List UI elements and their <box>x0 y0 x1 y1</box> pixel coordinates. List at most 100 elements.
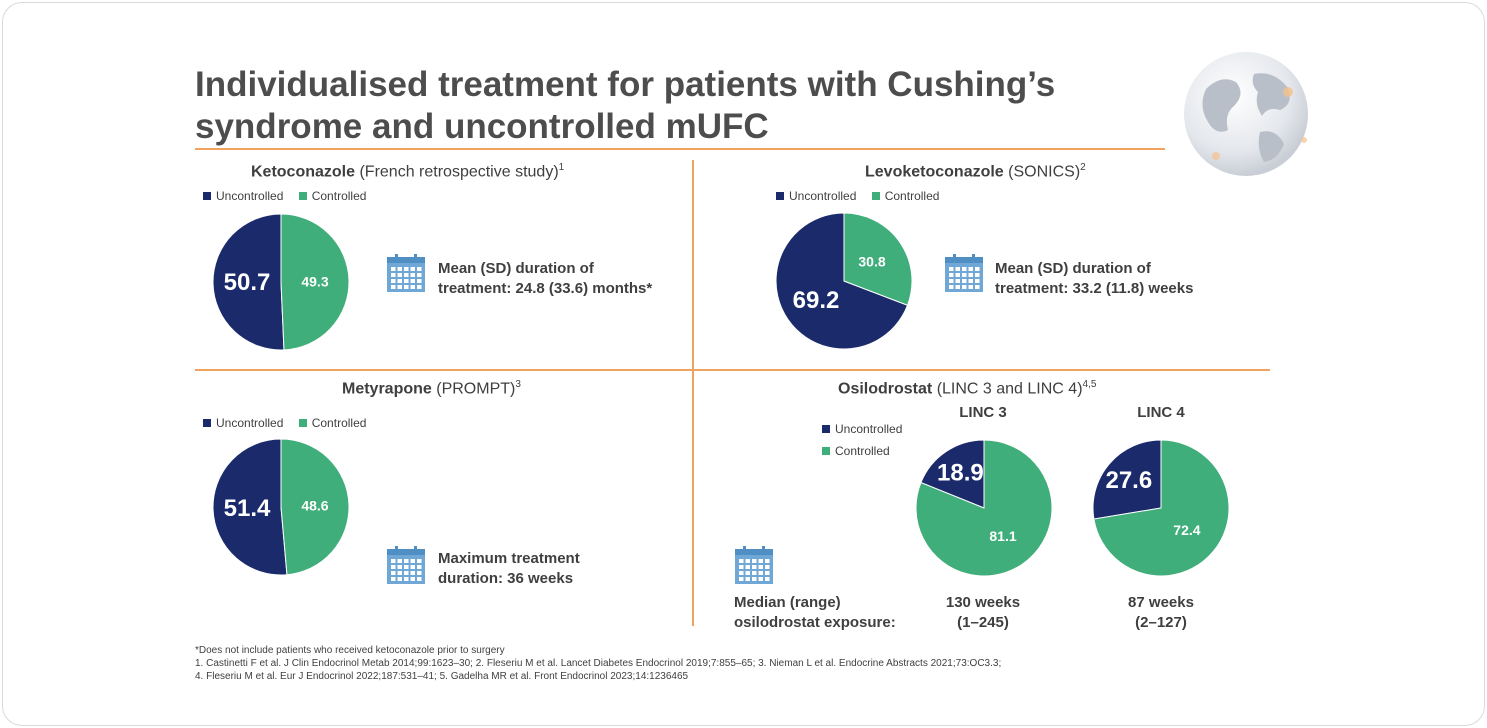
title-line-1: Individualised treatment for patients wi… <box>195 65 1056 104</box>
keto-drug: Ketoconazole <box>251 163 356 181</box>
mety-panel-title: Metyrapone (PROMPT)3 <box>342 379 521 398</box>
legend-uncontrolled: Uncontrolled <box>203 189 283 203</box>
legend-uncontrolled-label: Uncontrolled <box>216 416 284 430</box>
pie-label-uncontrolled: 27.6 <box>1105 467 1152 494</box>
footnote-asterisk: *Does not include patients who received … <box>195 645 505 656</box>
linc4-pie-chart: 27.6 72.4 <box>1092 439 1230 577</box>
pie-slice-uncontrolled <box>1092 439 1162 520</box>
pie-label-controlled: 30.8 <box>858 254 885 270</box>
calendar-icon <box>735 546 773 584</box>
globe-icon <box>1184 52 1308 176</box>
legend-controlled-label: Controlled <box>835 444 890 458</box>
swatch-controlled <box>298 419 307 427</box>
levo-duration-line-2: treatment: 33.2 (11.8) weeks <box>995 280 1194 297</box>
title-underline <box>195 148 1165 150</box>
exposure-label-line-1: Median (range) <box>734 594 841 611</box>
keto-duration-line-2: treatment: 24.8 (33.6) months* <box>438 280 653 297</box>
swatch-controlled <box>298 192 307 200</box>
calendar-icon <box>387 254 425 292</box>
osilo-exposure-label: Median (range) osilodrostat exposure: <box>734 593 896 633</box>
swatch-controlled <box>871 192 880 200</box>
pie-label-controlled: 48.6 <box>301 498 328 514</box>
mety-ref: 3 <box>515 379 521 390</box>
keto-ref: 1 <box>558 162 565 173</box>
legend-uncontrolled: Uncontrolled <box>776 189 856 203</box>
page-title: Individualised treatment for patients wi… <box>195 64 1175 148</box>
osilo-panel-title: Osilodrostat (LINC 3 and LINC 4)4,5 <box>838 379 1096 398</box>
linc3-exposure-line-1: 130 weeks <box>945 594 1021 611</box>
linc4-label: LINC 4 <box>1137 404 1185 421</box>
pie-label-uncontrolled: 69.2 <box>793 287 840 314</box>
calendar-icon <box>945 254 983 292</box>
linc3-pie-chart: 18.9 81.1 <box>915 439 1053 577</box>
footnote-references-1: 1. Castinetti F et al. J Clin Endocrinol… <box>195 658 1002 669</box>
linc4-exposure-line-1: 87 weeks <box>1128 594 1194 611</box>
vertical-divider <box>692 160 694 626</box>
linc3-exposure: 130 weeks (1–245) <box>923 593 1043 633</box>
pie-slice-uncontrolled <box>775 212 909 350</box>
pie-slice-controlled <box>1093 439 1230 577</box>
pie-slice-controlled <box>280 438 350 576</box>
pie-slice-uncontrolled <box>920 439 985 509</box>
mety-legend: Uncontrolled Controlled <box>203 416 378 430</box>
swatch-uncontrolled <box>776 192 784 200</box>
linc4-exposure-line-2: (2–127) <box>1135 614 1187 631</box>
mety-drug: Metyrapone <box>342 380 432 398</box>
pie-slice-controlled <box>915 439 1053 577</box>
pie-label-uncontrolled: 50.7 <box>224 269 271 296</box>
levo-pie-chart: 69.2 30.8 <box>775 212 913 350</box>
pie-slice-uncontrolled <box>212 213 285 351</box>
legend-controlled: Controlled <box>822 444 902 458</box>
levo-ref: 2 <box>1080 162 1086 173</box>
keto-study: (French retrospective study) <box>359 163 559 181</box>
keto-duration: Mean (SD) duration of treatment: 24.8 (3… <box>438 259 652 299</box>
levo-legend: Uncontrolled Controlled <box>776 189 951 203</box>
legend-uncontrolled: Uncontrolled <box>822 422 902 436</box>
swatch-controlled <box>822 447 830 455</box>
pie-slice-controlled <box>280 213 350 351</box>
levo-duration-line-1: Mean (SD) duration of <box>995 260 1151 277</box>
pie-label-controlled: 81.1 <box>989 528 1016 544</box>
swatch-uncontrolled <box>822 425 830 433</box>
linc3-exposure-line-2: (1–245) <box>957 614 1009 631</box>
mety-duration: Maximum treatment duration: 36 weeks <box>438 549 580 589</box>
mety-duration-line-2: duration: 36 weeks <box>438 570 574 587</box>
footnotes: *Does not include patients who received … <box>195 644 1001 683</box>
pie-label-uncontrolled: 18.9 <box>937 460 984 487</box>
levo-drug: Levoketoconazole <box>865 163 1004 181</box>
calendar-icon <box>387 546 425 584</box>
legend-controlled: Controlled <box>298 416 367 430</box>
levo-duration: Mean (SD) duration of treatment: 33.2 (1… <box>995 259 1193 299</box>
linc4-exposure: 87 weeks (2–127) <box>1101 593 1221 633</box>
keto-duration-line-1: Mean (SD) duration of <box>438 260 594 277</box>
mety-pie-chart: 51.4 48.6 <box>212 438 350 576</box>
legend-uncontrolled-label: Uncontrolled <box>216 189 284 203</box>
legend-controlled: Controlled <box>871 189 940 203</box>
legend-uncontrolled-label: Uncontrolled <box>789 189 857 203</box>
osilo-legend: Uncontrolled Controlled <box>822 422 914 466</box>
legend-controlled-label: Controlled <box>311 189 367 203</box>
osilo-drug: Osilodrostat <box>838 380 933 398</box>
levo-study: (SONICS) <box>1008 163 1081 181</box>
horizontal-divider <box>195 369 1270 371</box>
exposure-label-line-2: osilodrostat exposure: <box>734 614 896 631</box>
footnote-references-2: 4. Fleseriu M et al. Eur J Endocrinol 20… <box>195 671 689 682</box>
keto-legend: Uncontrolled Controlled <box>203 189 378 203</box>
legend-uncontrolled: Uncontrolled <box>203 416 283 430</box>
levo-panel-title: Levoketoconazole (SONICS)2 <box>865 162 1086 181</box>
swatch-uncontrolled <box>203 419 211 427</box>
legend-controlled-label: Controlled <box>311 416 367 430</box>
pie-label-controlled: 49.3 <box>301 273 328 289</box>
mety-duration-line-1: Maximum treatment <box>438 550 580 567</box>
linc3-label: LINC 3 <box>959 404 1007 421</box>
pie-label-controlled: 72.4 <box>1173 522 1200 538</box>
keto-panel-title: Ketoconazole (French retrospective study… <box>251 162 564 181</box>
keto-pie-chart: 50.7 49.3 <box>212 213 350 351</box>
osilo-study: (LINC 3 and LINC 4) <box>936 380 1083 398</box>
pie-slice-controlled <box>843 212 913 306</box>
title-line-2: syndrome and uncontrolled mUFC <box>195 107 769 146</box>
legend-controlled-label: Controlled <box>884 189 940 203</box>
pie-slice-uncontrolled <box>212 438 288 576</box>
pie-label-uncontrolled: 51.4 <box>224 495 271 522</box>
osilo-ref: 4,5 <box>1082 379 1097 390</box>
